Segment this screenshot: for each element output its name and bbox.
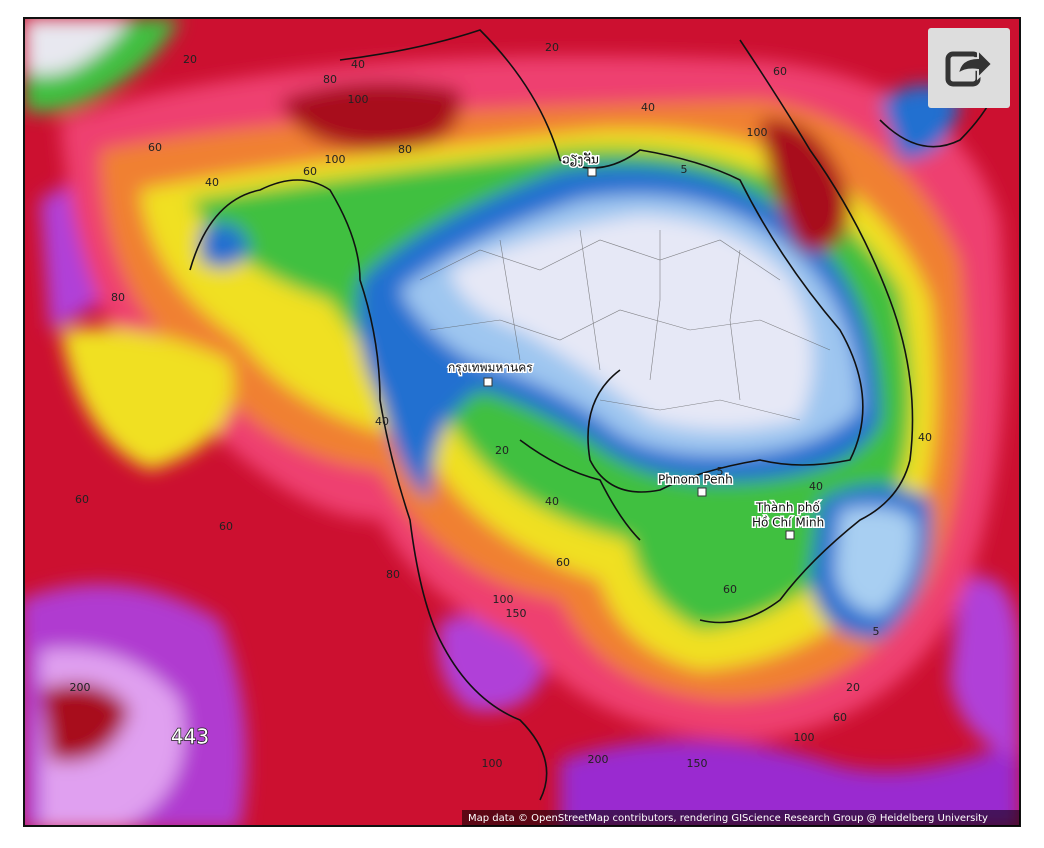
- contour-label: 100: [325, 153, 346, 166]
- place-label: ວຽງຈັນ: [562, 152, 599, 166]
- contour-label: 80: [386, 568, 400, 581]
- contour-label: 150: [687, 757, 708, 770]
- attribution: Map data © OpenStreetMap contributors, r…: [468, 813, 988, 824]
- contour-label: 200: [70, 681, 91, 694]
- contour-label: 40: [545, 495, 559, 508]
- provinces: [419, 229, 831, 421]
- share-button[interactable]: [928, 28, 1010, 108]
- contour-label: 40: [351, 58, 365, 71]
- contour-label: 40: [375, 415, 389, 428]
- contour-label: 200: [588, 753, 609, 766]
- attribution-bg: [462, 810, 1020, 826]
- contour-label: 60: [833, 711, 847, 724]
- place-label: Hồ Chí Minh: [752, 516, 824, 530]
- contour-label: 5: [717, 465, 724, 478]
- contour-label: 60: [556, 556, 570, 569]
- place-marker: [785, 530, 795, 540]
- rain-field: [24, 18, 1020, 826]
- contour-label: 80: [111, 291, 125, 304]
- contour-label: 100: [493, 593, 514, 606]
- contour-label: 40: [205, 176, 219, 189]
- contour-label: 100: [482, 757, 503, 770]
- contour-label: 443: [171, 725, 209, 749]
- place-marker: [697, 487, 707, 497]
- place-marker: [483, 377, 493, 387]
- contour-label: 20: [846, 681, 860, 694]
- contour-label: 80: [323, 73, 337, 86]
- contour-label: 60: [303, 165, 317, 178]
- place-label: กรุงเทพมหานคร: [448, 361, 533, 376]
- place-marker: [587, 167, 597, 177]
- contour-label: 60: [75, 493, 89, 506]
- contour-label: 20: [545, 41, 559, 54]
- contour-label: 150: [506, 607, 527, 620]
- contour-label: 40: [641, 101, 655, 114]
- contour-label: 40: [918, 431, 932, 444]
- share-icon: [945, 47, 994, 87]
- contour-label: 5: [873, 625, 880, 638]
- contour-label: 5: [681, 163, 688, 176]
- contour-label: 60: [773, 65, 787, 78]
- contour-label: 60: [723, 583, 737, 596]
- contour-label: 60: [219, 520, 233, 533]
- contour-label: 80: [398, 143, 412, 156]
- contour-label: 20: [183, 53, 197, 66]
- place-label: Thành phố: [755, 501, 821, 515]
- borders: [189, 29, 1001, 801]
- contour-label: 20: [495, 444, 509, 457]
- contour-label: 40: [809, 480, 823, 493]
- contour-label: 100: [348, 93, 369, 106]
- contour-label: 60: [148, 141, 162, 154]
- contour-label: 100: [794, 731, 815, 744]
- place-label: Phnom Penh: [658, 473, 733, 487]
- contour-label: 100: [747, 126, 768, 139]
